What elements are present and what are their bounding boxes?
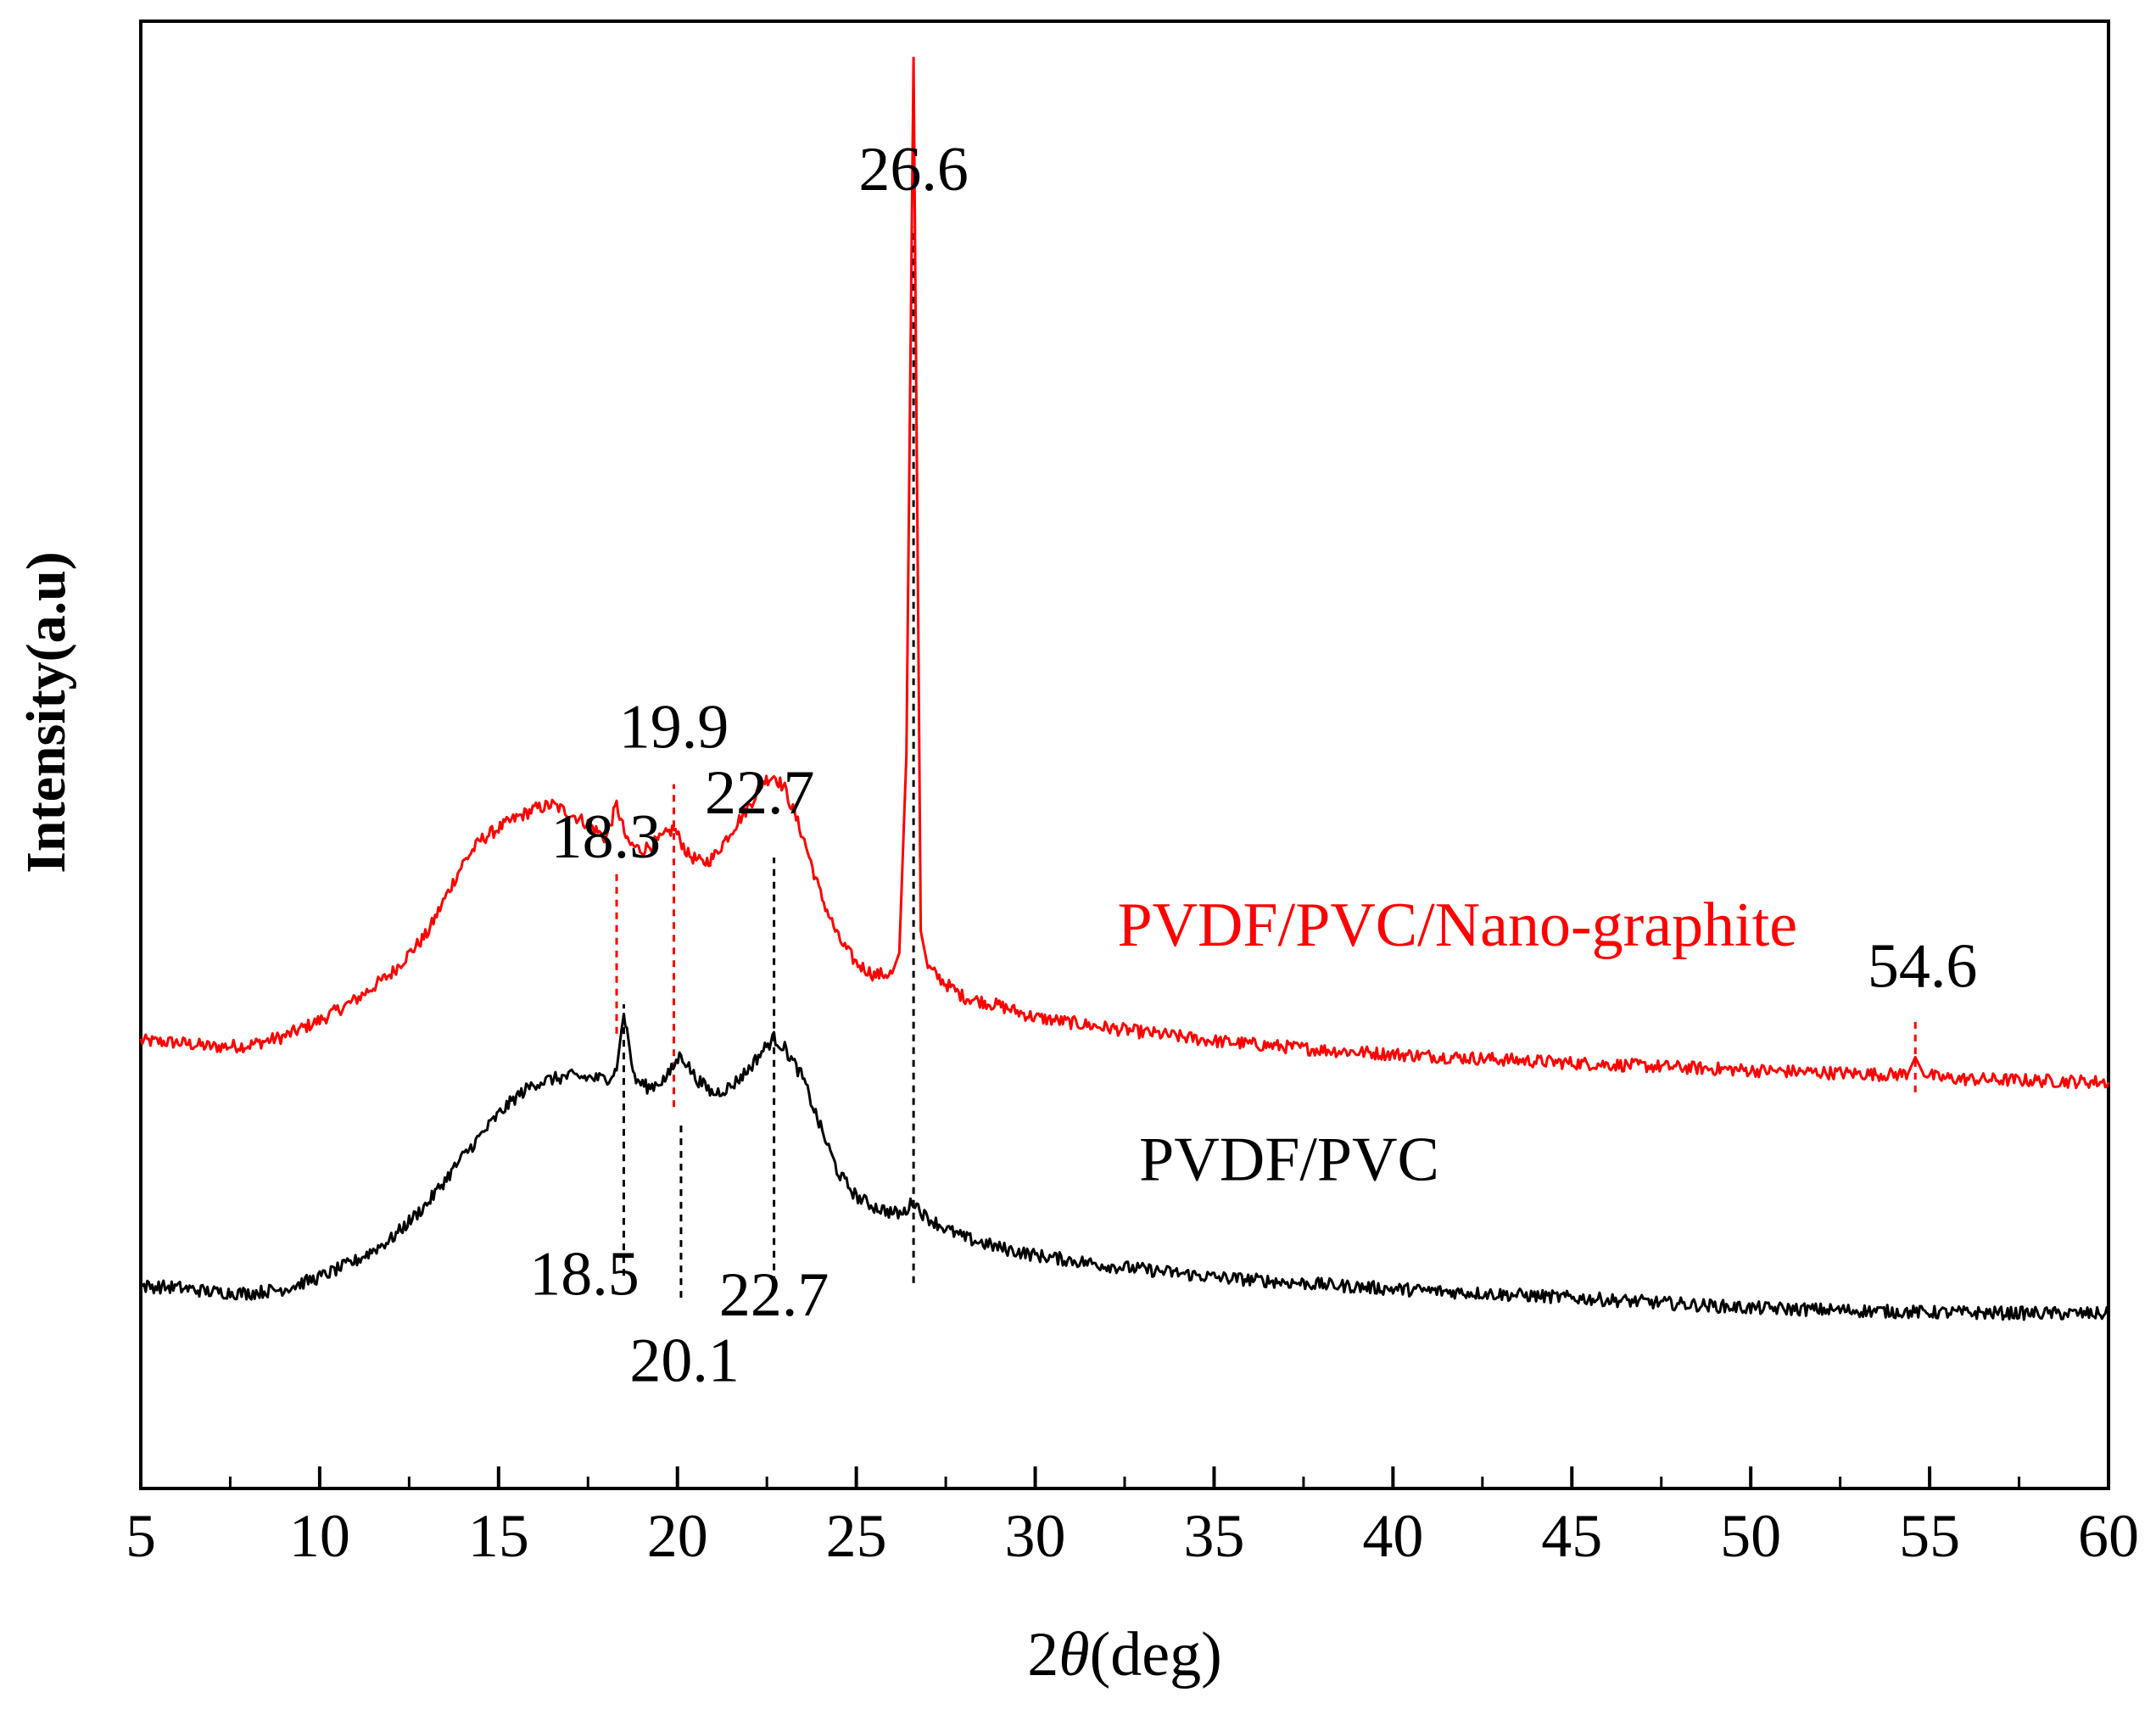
- x-tick-label: 15: [468, 1502, 529, 1570]
- x-axis-title-symbol: θ: [1058, 1620, 1089, 1689]
- x-tick-label: 60: [2078, 1502, 2139, 1570]
- y-axis-title: Intensity(a.u): [15, 551, 77, 874]
- x-tick-label: 20: [647, 1502, 708, 1570]
- x-tick-label: 25: [826, 1502, 887, 1570]
- peak-label: 18.3: [551, 802, 662, 872]
- x-axis-title-prefix: 2: [1027, 1620, 1058, 1689]
- x-tick-label: 55: [1899, 1502, 1960, 1570]
- x-axis-title: 2θ(deg): [1027, 1620, 1222, 1689]
- x-axis-title-suffix: (deg): [1090, 1620, 1222, 1689]
- x-tick-label: 50: [1720, 1502, 1781, 1570]
- peak-label: 54.6: [1868, 931, 1978, 1001]
- x-tick-label: 45: [1541, 1502, 1602, 1570]
- peak-label: 19.9: [619, 692, 729, 762]
- x-tick-label: 5: [126, 1502, 156, 1570]
- series-label: PVDF/PVC/Nano-graphite: [1117, 891, 1797, 960]
- series-group: [139, 56, 2110, 1321]
- series-line-pvdf-pvc-nano-graphite: [139, 56, 2110, 1090]
- peak-label: 20.1: [629, 1326, 740, 1396]
- peak-label: 18.5: [529, 1240, 640, 1310]
- peak-annotations: 26.619.918.322.754.618.520.122.7: [529, 135, 1977, 1396]
- peak-label: 26.6: [858, 135, 969, 204]
- x-tick-label: 10: [289, 1502, 350, 1570]
- x-tick-label: 30: [1005, 1502, 1066, 1570]
- series-label: PVDF/PVC: [1139, 1125, 1439, 1195]
- peak-guide-lines: [615, 226, 1917, 1299]
- x-tick-label: 40: [1362, 1502, 1423, 1570]
- series-line-pvdf-pvc: [140, 1012, 2110, 1321]
- series-labels: PVDF/PVC/Nano-graphite PVDF/PVC: [1117, 891, 1797, 1195]
- peak-label: 22.7: [705, 758, 815, 828]
- x-tick-label: 35: [1183, 1502, 1244, 1570]
- x-axis: 5 10 15 20 25 30 35 40 45 50 55 60: [126, 1466, 2139, 1570]
- peak-label: 22.7: [719, 1260, 829, 1330]
